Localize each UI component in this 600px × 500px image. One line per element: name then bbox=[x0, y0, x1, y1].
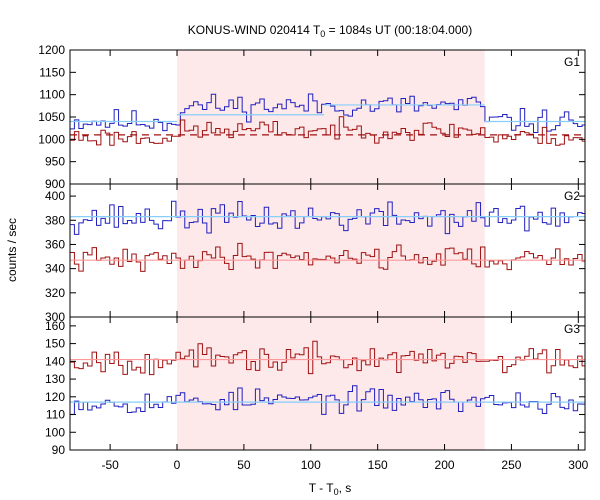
x-axis-label: T - T0, s bbox=[309, 481, 352, 497]
panel-frame bbox=[69, 316, 586, 451]
y-tick-label: 140 bbox=[45, 354, 65, 368]
y-tick-label: 340 bbox=[45, 262, 65, 276]
y-tick-label: 1050 bbox=[38, 110, 65, 124]
y-tick-label: 400 bbox=[45, 189, 65, 203]
panel-plot-area bbox=[70, 93, 585, 146]
y-tick-label: 320 bbox=[45, 286, 65, 300]
y-tick-label: 1000 bbox=[38, 132, 65, 146]
x-tick-label: 150 bbox=[368, 458, 388, 472]
x-tick-label: 300 bbox=[568, 458, 588, 472]
x-tick-label: 200 bbox=[435, 458, 455, 472]
x-tick-label: 0 bbox=[174, 458, 181, 472]
series-blue-0 bbox=[70, 200, 585, 235]
shaded-interval bbox=[177, 50, 485, 450]
y-tick-label: 90 bbox=[52, 443, 66, 457]
x-tick-label: -50 bbox=[101, 458, 119, 472]
plot-panels: 90095010001050110011501200G1300320340360… bbox=[38, 43, 588, 472]
y-tick-label: 120 bbox=[45, 390, 65, 404]
chart-title-sub: 0 bbox=[320, 29, 325, 39]
panel-g1: 900 950 1000 1050 1100 1150 1200 G1 bbox=[38, 43, 586, 191]
panel-plot-area bbox=[70, 340, 585, 415]
y-tick-label: 110 bbox=[46, 408, 65, 422]
y-axis-label: counts / sec bbox=[5, 218, 19, 282]
chart-title: KONUS-WIND 020414 T0 = 1084s UT (00:18:0… bbox=[188, 23, 472, 39]
x-tick-label: 100 bbox=[301, 458, 321, 472]
panel-label: G3 bbox=[564, 322, 580, 336]
y-tick-label: 1100 bbox=[39, 88, 65, 102]
x-tick-label: 50 bbox=[237, 458, 251, 472]
x-tick-label: 250 bbox=[501, 458, 521, 472]
chart-title-prefix: KONUS-WIND 020414 T bbox=[188, 23, 321, 37]
panel-label: G2 bbox=[564, 189, 580, 203]
x-axis-label-sub: 0 bbox=[334, 487, 339, 497]
series-blue-0 bbox=[70, 385, 585, 415]
chart-title-suffix: = 1084s UT (00:18:04.000) bbox=[325, 23, 472, 37]
y-tick-label: 160 bbox=[45, 319, 65, 333]
y-tick-label: 130 bbox=[45, 372, 65, 386]
panel-g3: 90 100 110 120 130 140 150 160 G3 bbox=[45, 316, 586, 457]
y-tick-label: 360 bbox=[45, 237, 65, 251]
y-tick-label: 950 bbox=[45, 155, 65, 169]
y-tick-label: 100 bbox=[45, 425, 65, 439]
y-tick-label: 1150 bbox=[39, 65, 65, 79]
x-axis-label-prefix: T - T bbox=[309, 481, 335, 495]
panel-label: G1 bbox=[564, 55, 580, 69]
series-blue-0 bbox=[70, 93, 585, 133]
y-tick-label: 300 bbox=[45, 310, 65, 324]
x-axis-label-suffix: , s bbox=[339, 481, 352, 495]
y-tick-label: 900 bbox=[45, 177, 65, 191]
y-tick-label: 380 bbox=[45, 213, 65, 227]
panel-plot-area bbox=[70, 200, 585, 272]
y-tick-label: 150 bbox=[45, 337, 65, 351]
y-tick-label: 1200 bbox=[38, 43, 65, 57]
